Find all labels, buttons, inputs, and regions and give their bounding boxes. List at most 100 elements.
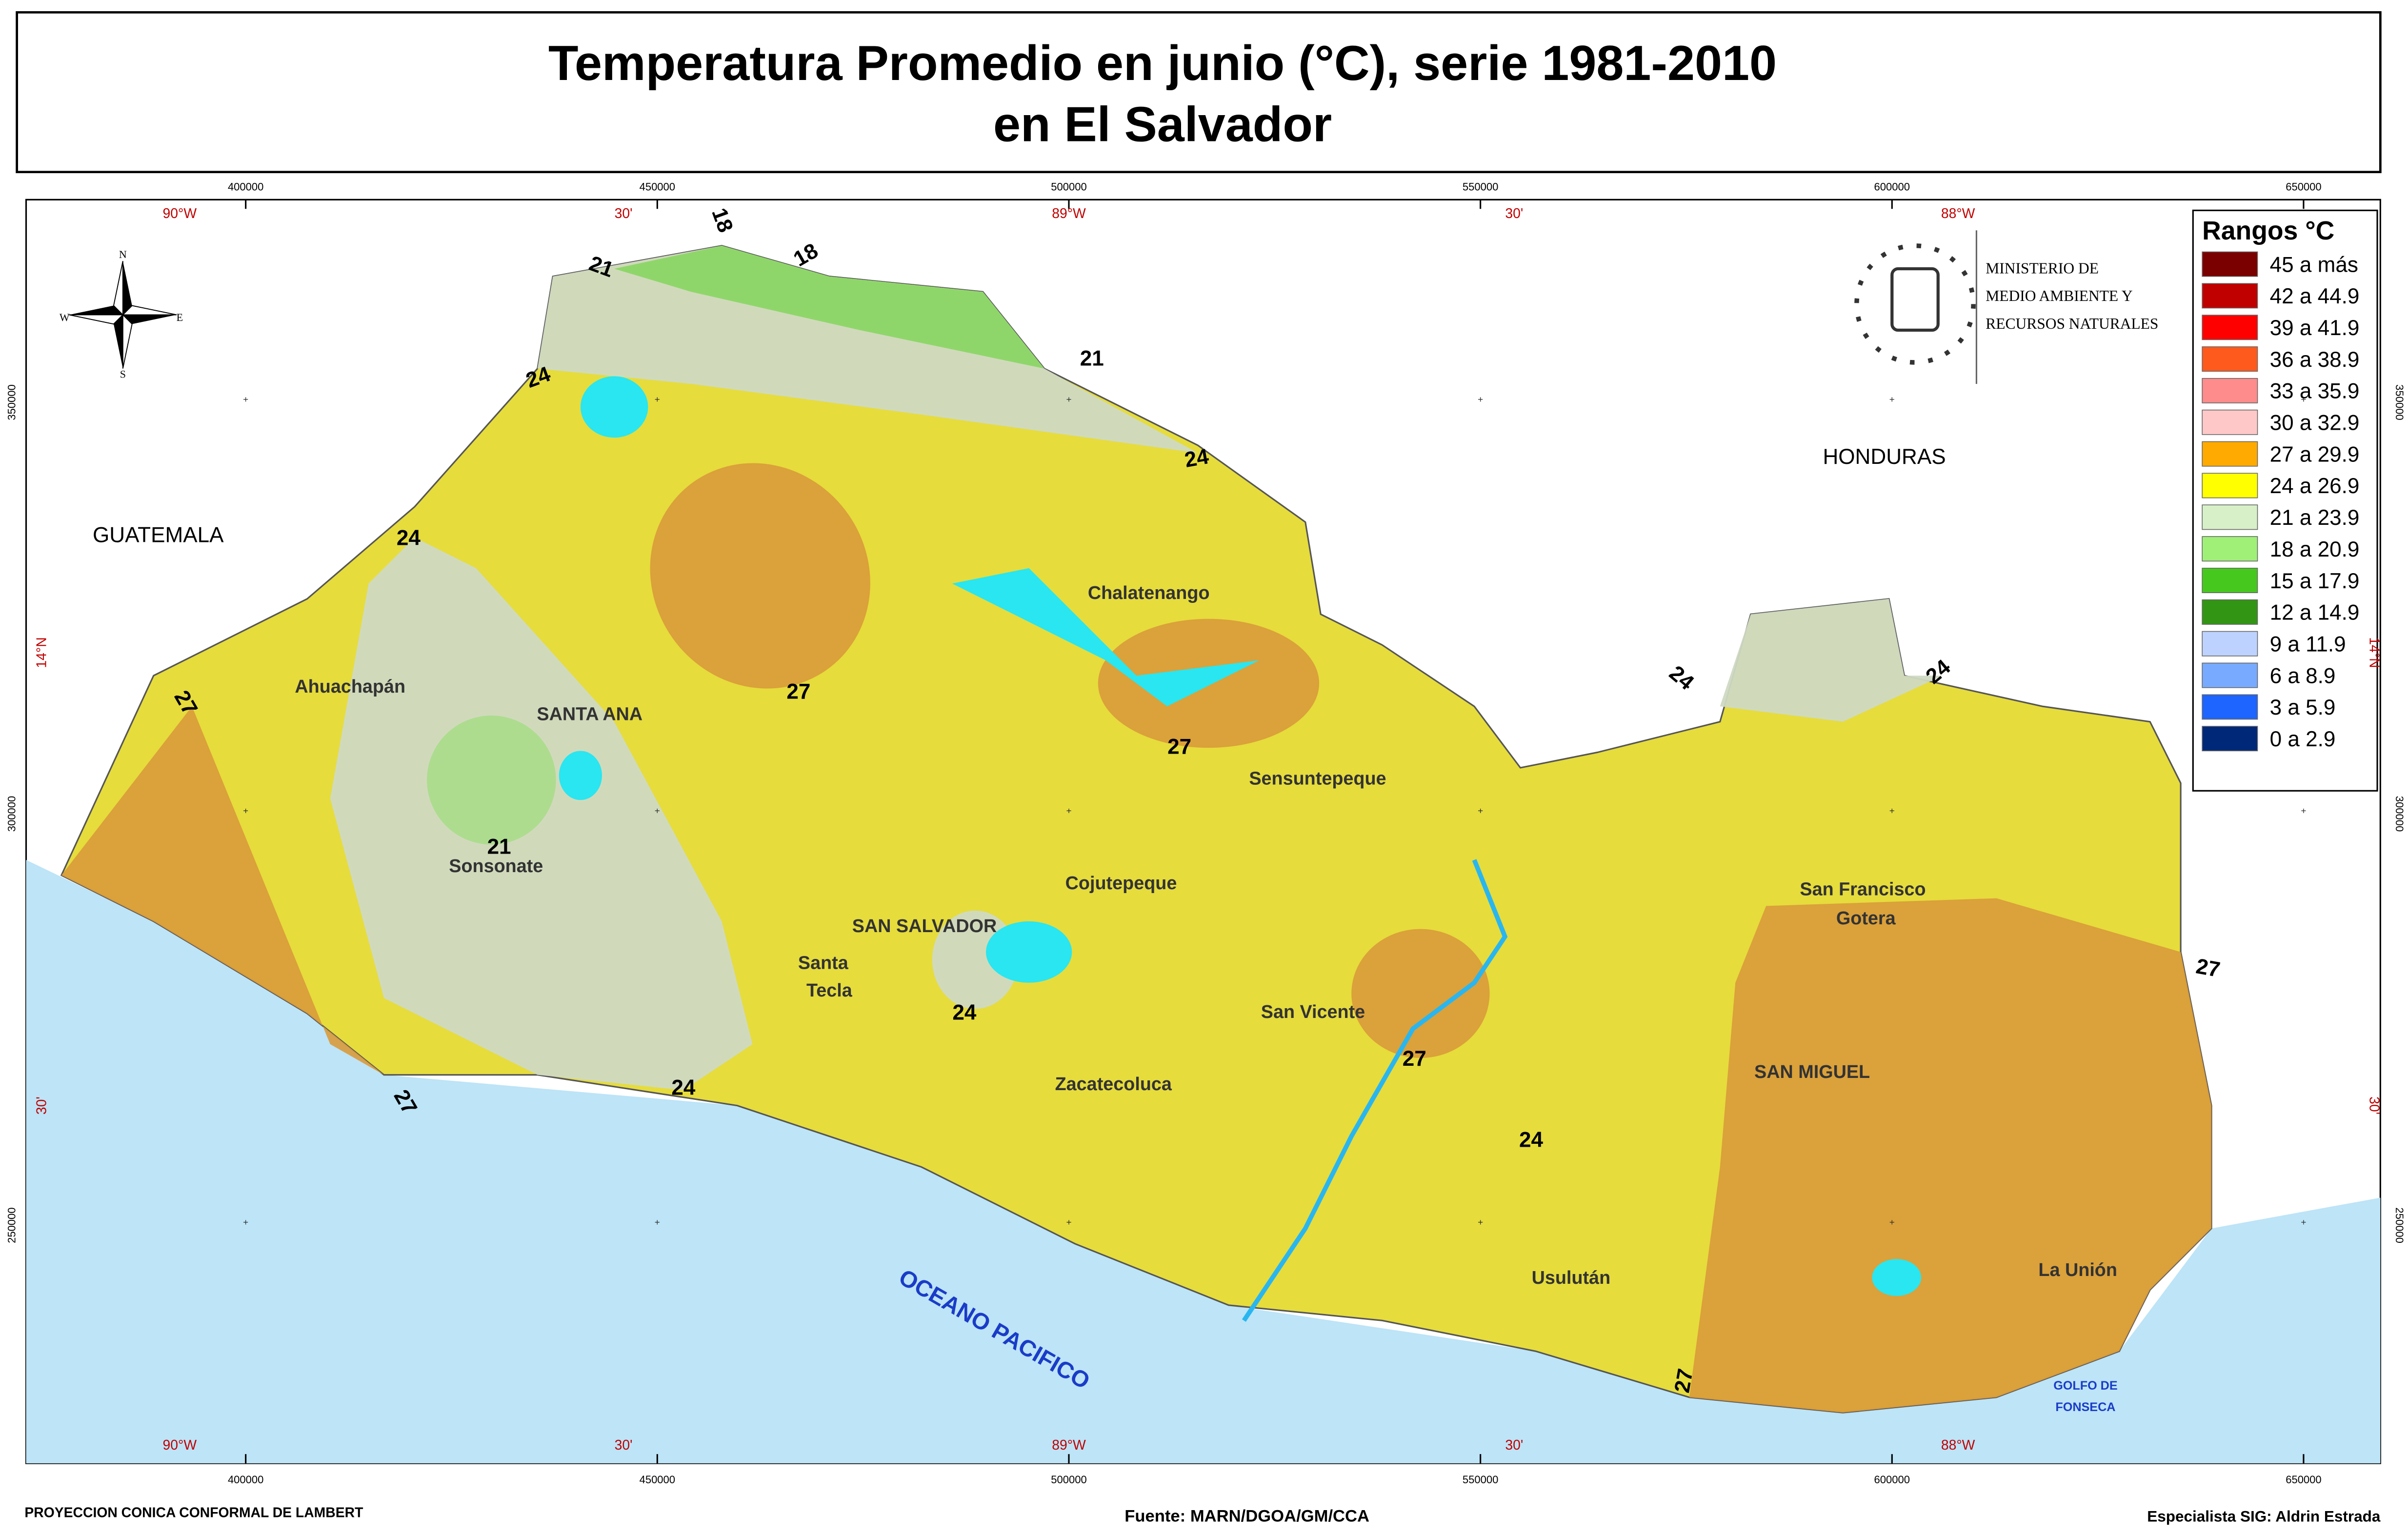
legend-label: 42 a 44.9: [2270, 284, 2360, 308]
legend-label: 12 a 14.9: [2270, 601, 2360, 625]
isotherm-label: 27: [786, 679, 810, 703]
northing-label: 250000: [5, 1207, 18, 1243]
grid-cross: +: [1478, 395, 1483, 405]
legend-swatch: [2202, 568, 2258, 593]
grid-cross: +: [1889, 806, 1895, 817]
place-label: Sensuntepeque: [1249, 769, 1386, 789]
legend-swatch: [2202, 726, 2258, 752]
ocean: [26, 859, 2381, 1464]
isotherm-label: 21: [1080, 346, 1104, 370]
ministry-text: MEDIO AMBIENTE Y: [1986, 287, 2132, 304]
easting-label: 500000: [1051, 1474, 1086, 1486]
northing-label: 350000: [5, 384, 18, 420]
isotherm-label: 27: [1403, 1047, 1426, 1071]
northing-label: 300000: [5, 796, 18, 832]
grid-cross: +: [1066, 806, 1071, 817]
legend-swatch: [2202, 694, 2258, 720]
title: en El Salvador: [993, 98, 1332, 152]
title: Temperatura Promedio en junio (°C), seri…: [548, 36, 1777, 91]
longitude-label: 30': [615, 206, 633, 221]
legend-label: 39 a 41.9: [2270, 316, 2360, 340]
legend-label: 0 a 2.9: [2270, 727, 2336, 751]
legend-label: 6 a 8.9: [2270, 664, 2336, 688]
grid-cross: +: [655, 1217, 660, 1228]
legend-label: 15 a 17.9: [2270, 569, 2360, 593]
cool-zone: [537, 245, 1198, 453]
easting-label: 400000: [228, 180, 263, 193]
place-label: Gotera: [1836, 908, 1896, 929]
warm-zone: [1351, 929, 1490, 1058]
northing-label: 250000: [2393, 1207, 2406, 1243]
place-label: GUATEMALA: [93, 523, 224, 547]
isotherm-label: 24: [952, 1000, 977, 1024]
easting-label: 550000: [1463, 1474, 1498, 1486]
place-label: GOLFO DE: [2053, 1379, 2117, 1393]
grid-cross: +: [655, 806, 660, 817]
legend-swatch: [2202, 441, 2258, 467]
grid-cross: +: [1889, 395, 1895, 405]
lake: [985, 921, 1072, 983]
isotherm-label: 24: [1519, 1128, 1544, 1152]
legend-swatch: [2202, 315, 2258, 340]
compass-label: E: [177, 311, 183, 323]
footer-specialist: Especialista SIG: Aldrin Estrada: [2147, 1508, 2381, 1525]
place-label: La Unión: [2038, 1260, 2117, 1280]
place-label: Tecla: [806, 980, 853, 1001]
easting-label: 450000: [640, 180, 675, 193]
cold-zone: [614, 245, 1044, 369]
isotherm-label: 27: [1167, 735, 1191, 759]
warm-zone: [650, 463, 870, 689]
legend-label: 30 a 32.9: [2270, 411, 2360, 435]
legend-label: 9 a 11.9: [2270, 632, 2346, 656]
place-label: HONDURAS: [1823, 445, 1946, 469]
compass-label: S: [120, 368, 126, 380]
grid-cross: +: [2301, 1217, 2306, 1228]
grid-cross: +: [2301, 395, 2306, 405]
latitude-label: 14°N: [2366, 637, 2382, 668]
longitude-label: 90°W: [163, 206, 197, 221]
ministry-text: MINISTERIO DE: [1986, 259, 2099, 277]
legend-swatch: [2202, 283, 2258, 309]
longitude-label: 88°W: [1941, 206, 1975, 221]
compass-label: W: [60, 311, 70, 323]
legend-swatch: [2202, 409, 2258, 435]
lake: [952, 568, 1260, 707]
legend-label: 45 a más: [2270, 253, 2358, 277]
compass: [69, 261, 177, 369]
grid-cross: +: [655, 395, 660, 405]
place-label: Zacatecoluca: [1055, 1074, 1172, 1095]
grid-cross: +: [1889, 1217, 1895, 1228]
grid-cross: +: [2301, 806, 2306, 817]
longitude-label: 89°W: [1052, 1437, 1086, 1453]
lake: [580, 376, 648, 438]
ministry-text: RECURSOS NATURALES: [1986, 315, 2158, 332]
legend-label: 18 a 20.9: [2270, 538, 2360, 561]
easting-label: 650000: [2286, 180, 2321, 193]
place-label: FONSECA: [2055, 1400, 2115, 1414]
legend-label: 24 a 26.9: [2270, 474, 2360, 498]
footer-projection: PROYECCION CONICA CONFORMAL DE LAMBERT: [24, 1505, 363, 1520]
isotherm-label: 27: [1670, 1367, 1698, 1395]
easting-label: 400000: [228, 1474, 263, 1486]
grid-cross: +: [1066, 1217, 1071, 1228]
place-label: San Vicente: [1261, 1002, 1365, 1022]
footer-source: Fuente: MARN/DGOA/GM/CCA: [1124, 1507, 1369, 1526]
legend-label: 27 a 29.9: [2270, 442, 2360, 466]
isotherm-label: 24: [671, 1076, 696, 1100]
latitude-label: 30': [2366, 1096, 2382, 1115]
isotherm-label: 21: [487, 835, 511, 858]
warm-zone: [1689, 898, 2212, 1413]
legend-swatch: [2202, 346, 2258, 372]
easting-label: 600000: [1874, 1474, 1910, 1486]
grid-cross: +: [243, 1217, 248, 1228]
cold-zone: [427, 716, 556, 845]
longitude-label: 89°W: [1052, 206, 1086, 221]
legend-swatch: [2202, 631, 2258, 657]
grid-cross: +: [243, 395, 248, 405]
legend-label: 21 a 23.9: [2270, 506, 2360, 530]
longitude-label: 30': [1505, 1437, 1523, 1453]
compass-label: N: [119, 248, 127, 260]
legend-label: 3 a 5.9: [2270, 696, 2336, 719]
legend-swatch: [2202, 504, 2258, 530]
